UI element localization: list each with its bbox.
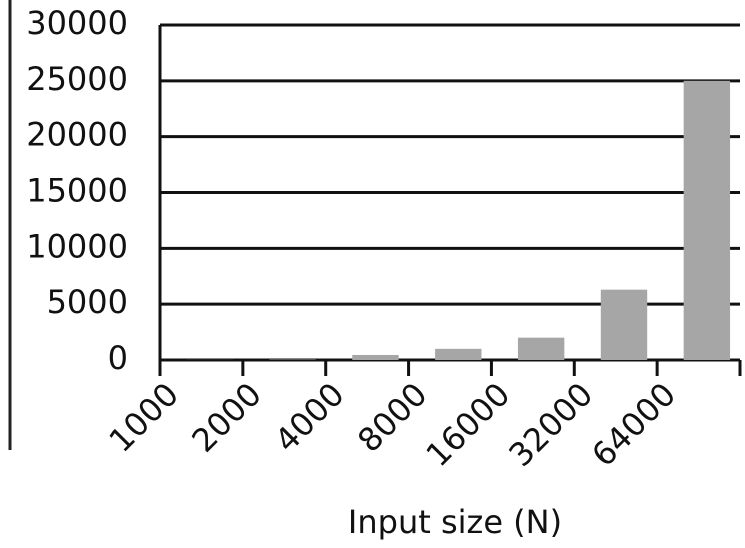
y-tick-label: 10000 [26,227,128,265]
y-tick-label: 15000 [26,172,128,210]
bar [352,354,399,360]
x-tick-label: 4000 [267,375,351,459]
y-tick-label: 0 [108,339,128,377]
bar [435,348,482,360]
y-tick-label: 20000 [26,116,128,154]
y-tick-label: 30000 [26,4,128,42]
x-tick-label: 32000 [501,375,600,474]
x-tick-label: 16000 [419,375,518,474]
y-tick-label: 5000 [47,283,128,321]
y-tick-label: 25000 [26,60,128,98]
x-tick-label: 64000 [584,375,683,474]
x-tick-label: 1000 [102,375,186,459]
x-axis-title: Input size (N) [348,503,562,541]
bar [683,80,731,360]
bar [517,337,565,360]
bar [600,289,648,360]
x-tick-label: 2000 [184,375,268,459]
